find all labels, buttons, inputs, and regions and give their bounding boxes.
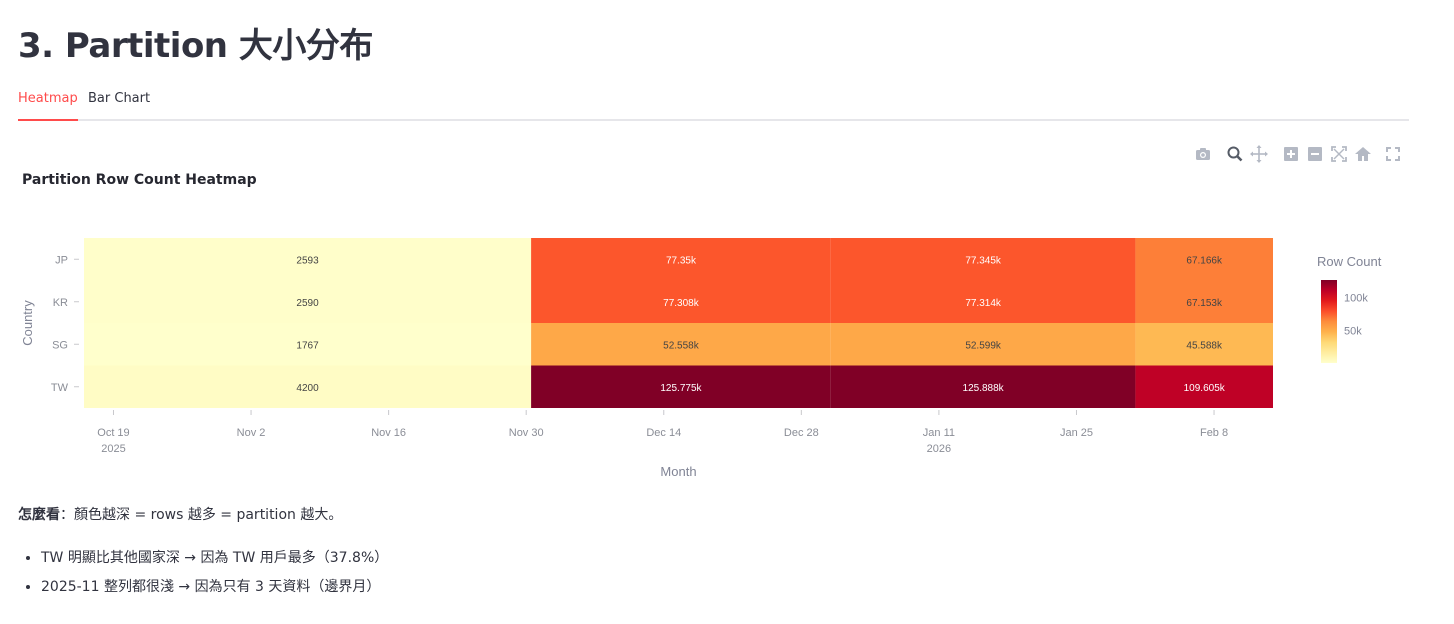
fullscreen-icon[interactable] <box>1383 144 1403 164</box>
explanation-label: 怎麼看 <box>18 507 60 523</box>
x-tick-label: Feb 8 <box>1200 427 1228 439</box>
cell-label: 77.308k <box>663 298 700 309</box>
x-tick-sublabel: 2025 <box>101 443 125 455</box>
colorbar-title: Row Count <box>1317 254 1382 269</box>
tab-bar-chart[interactable]: Bar Chart <box>88 91 151 106</box>
heatmap-cell <box>531 280 831 323</box>
y-tick-label: KR <box>53 297 68 309</box>
colorbar <box>1321 280 1337 363</box>
cell-label: 125.775k <box>660 383 702 394</box>
cell-label: 4200 <box>296 383 319 394</box>
heatmap-cell <box>84 365 532 408</box>
heatmap-cell <box>84 238 532 281</box>
heatmap-cell <box>531 238 831 281</box>
camera-icon[interactable] <box>1193 144 1213 164</box>
x-axis-title: Month <box>660 464 696 479</box>
zoom-in-icon[interactable] <box>1281 144 1301 164</box>
cell-label: 1767 <box>296 340 319 351</box>
cell-label: 52.599k <box>965 340 1002 351</box>
heatmap-cell <box>1135 238 1273 281</box>
list-item: TW 明顯比其他國家深 → 因為 TW 用戶最多（37.8%） <box>41 544 388 573</box>
x-tick-label: Oct 19 <box>97 427 129 439</box>
heatmap-cell <box>830 323 1136 366</box>
y-tick-label: JP <box>55 254 68 266</box>
heatmap-cell <box>531 323 831 366</box>
notes-list: TW 明顯比其他國家深 → 因為 TW 用戶最多（37.8%） 2025-11 … <box>18 544 388 602</box>
cell-label: 77.314k <box>965 298 1002 309</box>
cell-label: 45.588k <box>1186 340 1223 351</box>
heatmap-chart[interactable]: 2593 77.35k 77.345k 67.166k JP 2590 77.308k 77.… <box>0 220 1454 490</box>
page-title: 3. Partition 大小分布 <box>18 26 373 66</box>
x-tick-label: Nov 30 <box>509 427 544 439</box>
chart-modebar <box>1190 144 1410 166</box>
list-item: 2025-11 整列都很淺 → 因為只有 3 天資料（邊界月） <box>41 573 388 602</box>
heatmap-cell <box>1135 323 1273 366</box>
cell-label: 2590 <box>296 298 319 309</box>
explanation-body: ：顏色越深 = rows 越多 = partition 越大。 <box>60 507 343 523</box>
chart-title: Partition Row Count Heatmap <box>22 172 257 188</box>
cell-label: 67.153k <box>1186 298 1223 309</box>
x-tick-label: Dec 28 <box>784 427 819 439</box>
reset-axes-icon[interactable] <box>1353 144 1373 164</box>
cell-label: 125.888k <box>963 383 1005 394</box>
cell-label: 77.35k <box>666 255 697 266</box>
heatmap-cell <box>1135 365 1273 408</box>
colorbar-tick-label: 100k <box>1344 292 1368 304</box>
x-tick-label: Jan 25 <box>1060 427 1093 439</box>
y-tick-label: SG <box>52 339 68 351</box>
x-tick-sublabel: 2026 <box>927 443 951 455</box>
cell-label: 109.605k <box>1184 383 1226 394</box>
pan-icon[interactable] <box>1249 144 1269 164</box>
x-tick-label: Jan 11 <box>923 427 955 439</box>
heatmap-cell <box>830 238 1136 281</box>
y-axis-title: Country <box>20 300 35 346</box>
cell-label: 52.558k <box>663 340 700 351</box>
colorbar-tick-label: 50k <box>1344 326 1362 338</box>
x-tick-label: Dec 14 <box>646 427 681 439</box>
zoom-icon[interactable] <box>1225 144 1245 164</box>
zoom-out-icon[interactable] <box>1305 144 1325 164</box>
cell-label: 2593 <box>296 255 319 266</box>
cell-label: 67.166k <box>1186 255 1223 266</box>
x-tick-label: Nov 16 <box>371 427 406 439</box>
autoscale-icon[interactable] <box>1329 144 1349 164</box>
heatmap-cell <box>531 365 831 408</box>
heatmap-cell <box>830 365 1136 408</box>
cell-label: 77.345k <box>965 255 1002 266</box>
explanation-text: 怎麼看：顏色越深 = rows 越多 = partition 越大。 <box>18 504 342 524</box>
heatmap-cell <box>1135 280 1273 323</box>
tab-bar: Heatmap Bar Chart <box>18 84 1409 121</box>
y-tick-label: TW <box>51 382 69 394</box>
heatmap-cell <box>830 280 1136 323</box>
tab-heatmap[interactable]: Heatmap <box>18 91 78 121</box>
heatmap-cell <box>84 323 532 366</box>
heatmap-cell <box>84 280 532 323</box>
x-tick-label: Nov 2 <box>237 427 266 439</box>
